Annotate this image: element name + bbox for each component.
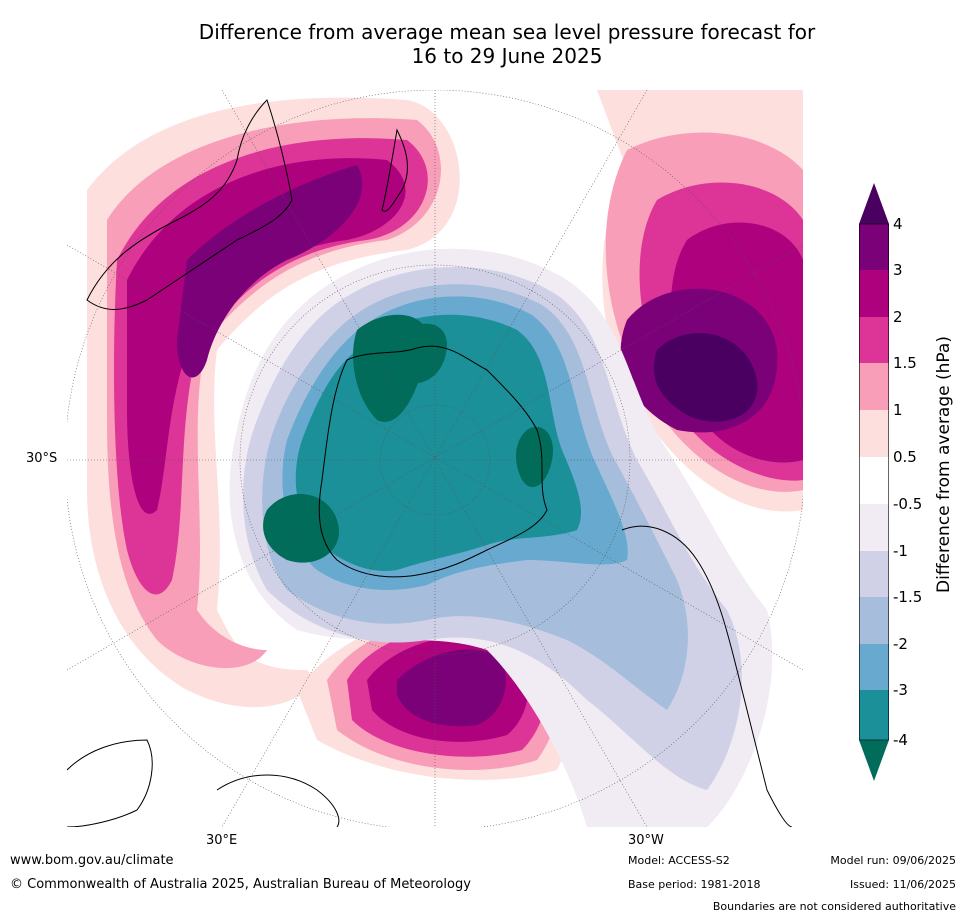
- colorbar-tick-label: 2: [893, 308, 903, 326]
- latitude-label-30s: 30°S: [26, 451, 58, 466]
- anomaly-band-3: [177, 165, 363, 378]
- title-line-2: 16 to 29 June 2025: [411, 44, 603, 68]
- longitude-label-30w: 30°W: [628, 833, 664, 848]
- colorbar-tick-label: -4: [893, 731, 908, 749]
- colorbar-arrow-top: [859, 183, 889, 224]
- colorbar-segment-2-3: [859, 270, 889, 317]
- colorbar-tick-label: 1: [893, 401, 903, 419]
- model-run-date: Model run: 09/06/2025: [830, 854, 956, 867]
- anomaly-band-4-right: [653, 333, 758, 422]
- anomaly-band-m4-c: [515, 426, 553, 488]
- colorbar-arrow-bottom: [859, 740, 889, 781]
- meridian-diag-3: [67, 244, 803, 671]
- colorbar-segment-m1.5-m1: [859, 551, 889, 597]
- longitude-label-30e: 30°E: [206, 833, 238, 848]
- colorbar-tick-label: -1.5: [893, 588, 923, 606]
- colorbar-tick-label: 3: [893, 261, 903, 279]
- map-svg: [67, 90, 803, 827]
- base-period: Base period: 1981-2018: [628, 878, 761, 891]
- anomaly-band-m4-d: [386, 323, 447, 384]
- website-link[interactable]: www.bom.gov.au/climate: [10, 853, 174, 868]
- new-zealand-coastline: [381, 128, 408, 212]
- antarctica-coastline: [318, 345, 548, 578]
- colorbar-segment-3-4: [859, 224, 889, 270]
- southern-africa-coastline: [216, 774, 340, 827]
- colorbar-segment-m4-m3: [859, 690, 889, 740]
- colorbar-tick-label: -1: [893, 542, 908, 560]
- anomaly-band-2: [127, 158, 406, 514]
- africa-coastline: [67, 739, 153, 827]
- colorbar-segment-m3-m2: [859, 644, 889, 690]
- colorbar-segment-1-1.5: [859, 363, 889, 410]
- copyright-text: © Commonwealth of Australia 2025, Austra…: [10, 877, 471, 892]
- issued-date: Issued: 11/06/2025: [849, 878, 956, 891]
- colorbar-outline: [859, 223, 889, 741]
- colorbar: [859, 183, 889, 781]
- anomaly-band-3-bottom: [397, 649, 506, 727]
- chart-title: Difference from average mean sea level p…: [0, 20, 965, 68]
- australia-coastline: [86, 99, 293, 310]
- colorbar-tick-label: -2: [893, 635, 908, 653]
- meridian-diag-4: [67, 244, 803, 671]
- boundaries-disclaimer: Boundaries are not considered authoritat…: [712, 900, 956, 913]
- colorbar-segment-1.5-2: [859, 317, 889, 363]
- model-name: Model: ACCESS-S2: [628, 854, 730, 867]
- south-america-coastline: [621, 525, 793, 827]
- anomaly-contours: [87, 90, 803, 827]
- colorbar-tick-label: 1.5: [893, 354, 917, 372]
- colorbar-tick-label: 4: [893, 215, 903, 233]
- meridian-diag-2: [221, 90, 648, 827]
- colorbar-axis-title: Difference from average (hPa): [934, 336, 954, 593]
- colorbar-tick-label: -0.5: [893, 495, 923, 513]
- anomaly-band-m4-b: [263, 493, 339, 563]
- title-line-1: Difference from average mean sea level p…: [198, 20, 816, 44]
- colorbar-tick-label: 0.5: [893, 448, 917, 466]
- meridian-diag-1: [221, 90, 648, 827]
- graticule: [67, 90, 803, 827]
- colorbar-segment-neutral: [859, 457, 889, 504]
- colorbar-segment-m2-m1.5: [859, 597, 889, 644]
- pressure-anomaly-map: [67, 90, 803, 827]
- colorbar-tick-label: -3: [893, 681, 908, 699]
- colorbar-segment-m1-m0.5: [859, 504, 889, 551]
- colorbar-segment-0.5-1: [859, 410, 889, 457]
